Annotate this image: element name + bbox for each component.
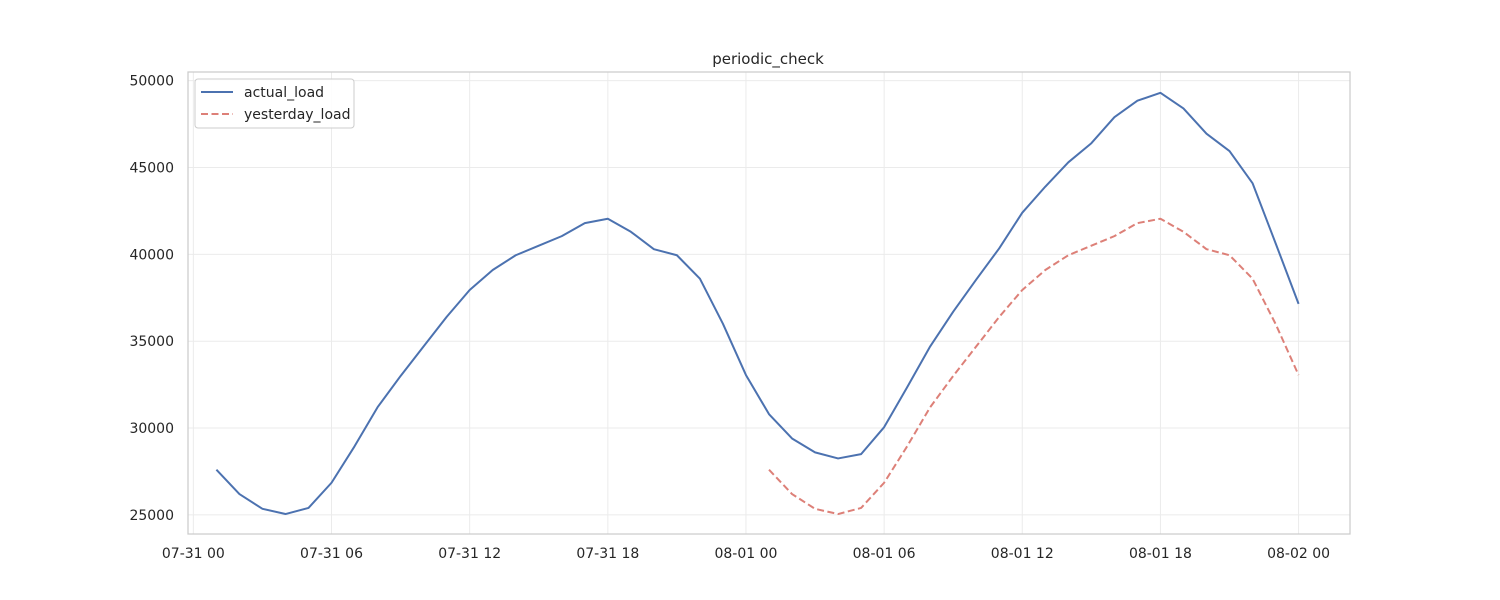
series-line-yesterday-load: [768, 217, 1300, 516]
y-axis-ticks: 25000 30000 35000 40000 45000 50000: [129, 74, 174, 524]
legend-label: actual_load: [244, 85, 324, 101]
x-tick-label: 08-01 00: [714, 546, 777, 562]
x-tick-label: 07-31 06: [300, 546, 363, 562]
y-tick-label: 50000: [129, 74, 174, 90]
x-axis-ticks: 07-31 00 07-31 06 07-31 12 07-31 18 08-01 00…: [162, 546, 1330, 562]
x-tick-label: 08-02 00: [1267, 546, 1330, 562]
legend-box: [194, 78, 355, 129]
series-line-actual-load: [215, 91, 1300, 516]
x-tick-label: 08-01 06: [853, 546, 916, 562]
y-tick-label: 25000: [129, 508, 174, 524]
x-tick-label: 07-31 12: [438, 546, 501, 562]
x-tick-label: 07-31 00: [162, 546, 225, 562]
x-tick-label: 07-31 18: [576, 546, 639, 562]
chart-title: periodic_check: [712, 50, 824, 69]
grid-lines: [188, 72, 1350, 534]
x-tick-label: 08-01 12: [991, 546, 1054, 562]
y-tick-label: 35000: [129, 334, 174, 350]
series-lines: [215, 91, 1300, 516]
legend-label: yesterday_load: [244, 107, 350, 123]
y-tick-label: 45000: [129, 161, 174, 177]
legend: actual_load yesterday_load: [194, 78, 355, 129]
y-tick-label: 30000: [129, 421, 174, 437]
plot-frame: [187, 71, 1351, 535]
y-tick-label: 40000: [129, 247, 174, 263]
x-tick-label: 08-01 18: [1129, 546, 1192, 562]
